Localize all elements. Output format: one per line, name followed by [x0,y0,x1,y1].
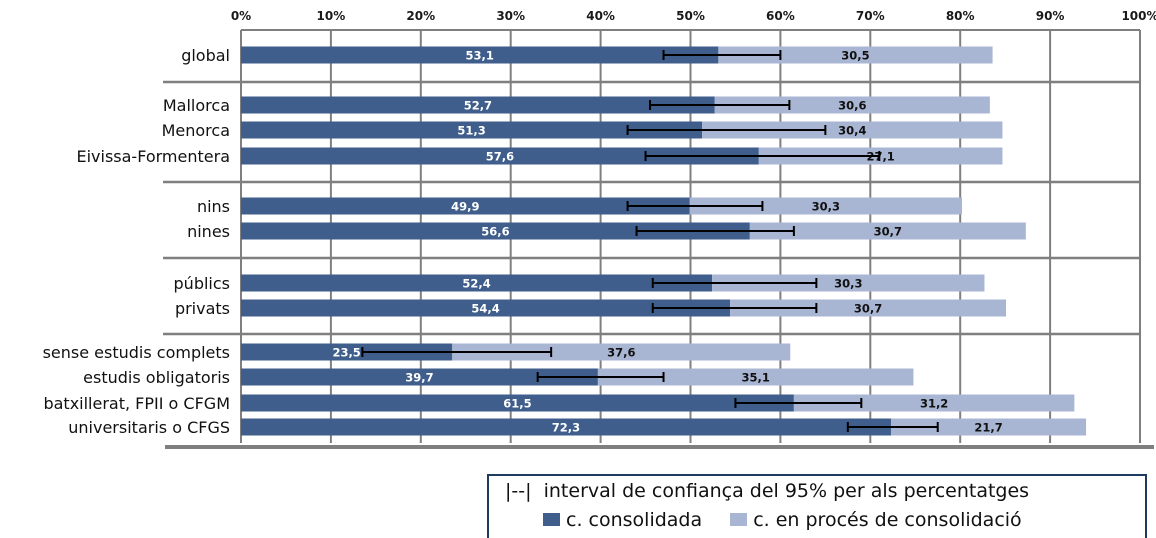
legend-swatch-consolidated [543,513,560,526]
legend-ci-text: interval de confiança del 95% per als pe… [543,480,1030,502]
bar-consolidated [241,368,598,386]
value-label-consolidated: 23,5 [332,346,360,360]
x-tick-label: 60% [766,9,795,23]
legend-swatch-in-process [730,513,748,526]
bar-in-process [749,222,1026,240]
value-label-consolidated: 52,4 [462,277,490,291]
bar-consolidated [241,96,715,114]
value-label-in-process: 31,2 [920,397,948,411]
category-label: públics [174,274,230,293]
x-tick-label: 80% [946,9,975,23]
category-labels: global Mallorca Menorca Eivissa-Formentera n… [43,46,230,437]
bar-in-process [702,121,1003,139]
bar-consolidated [241,299,731,317]
category-label: estudis obligatoris [83,368,230,387]
bar-in-process [712,274,985,292]
bar-in-process [689,197,962,215]
bar-consolidated [241,274,713,292]
bar-in-process [890,418,1087,436]
value-label-in-process: 30,5 [841,49,869,63]
bar-in-process [730,299,1007,317]
value-label-in-process: 30,7 [874,225,902,239]
value-label-in-process: 35,1 [741,371,769,385]
value-label-consolidated: 49,9 [451,200,479,214]
value-label-in-process: 27,1 [866,150,894,164]
x-tick-label: 20% [406,9,435,23]
value-label-consolidated: 51,3 [457,124,485,138]
category-label: nins [197,197,230,216]
bar-in-process [758,147,1003,165]
value-label-in-process: 30,3 [834,277,862,291]
category-label: sense estudis complets [43,343,230,362]
bar-in-process [714,96,990,114]
category-label: privats [175,299,230,318]
value-label-consolidated: 52,7 [464,99,492,113]
x-tick-label: 100% [1121,9,1156,23]
bar-in-process [793,394,1075,412]
legend-label-in-process: c. en procés de consolidació [753,509,1022,531]
value-label-in-process: 30,6 [838,99,866,113]
category-label: batxillerat, FPII o CFGM [43,394,230,413]
x-tick-label: 10% [317,9,346,23]
bar-consolidated [241,418,891,436]
value-label-in-process: 30,4 [838,124,866,138]
x-tick-label: 70% [856,9,885,23]
bar-consolidated [241,121,703,139]
category-label: global [181,46,230,65]
x-tick-label: 0% [231,9,251,23]
x-tick-label: 50% [676,9,705,23]
value-label-consolidated: 56,6 [481,225,509,239]
bar-in-process [452,343,791,361]
value-label-in-process: 30,7 [854,302,882,316]
bar-in-process [597,368,914,386]
legend-label-consolidated: c. consolidada [566,509,703,531]
x-axis-ticks: 0% 10% 20% 30% 40% 50% 60% 70% 80% 90% 100% [231,9,1156,23]
legend-ci: |--| interval de confiança del 95% per a… [505,480,1029,502]
bar-consolidated [241,343,453,361]
value-label-consolidated: 61,5 [503,397,531,411]
value-label-in-process: 37,6 [607,346,635,360]
legend-ci-symbol: |--| [505,480,532,502]
bar-consolidated [241,147,759,165]
category-label: Eivissa-Formentera [76,147,230,166]
x-tick-label: 40% [586,9,615,23]
category-label: nines [187,222,230,241]
legend: |--| interval de confiança del 95% per a… [487,474,1147,538]
x-tick-label: 30% [496,9,525,23]
bar-consolidated [241,394,794,412]
value-label-consolidated: 57,6 [486,150,514,164]
category-label: Mallorca [163,96,230,115]
value-label-in-process: 21,7 [974,421,1002,435]
bars: 53,1 30,5 52,7 30,6 51,3 30,4 57,6 27,1 49,9 30,3… [241,46,1087,436]
bar-in-process [718,46,993,64]
value-label-consolidated: 53,1 [465,49,493,63]
bar-consolidated [241,197,690,215]
bar-consolidated [241,46,719,64]
value-label-consolidated: 54,4 [471,302,499,316]
value-label-in-process: 30,3 [812,200,840,214]
bar-consolidated [241,222,750,240]
category-label: universitaris o CFGS [68,418,230,437]
value-label-consolidated: 39,7 [405,371,433,385]
value-label-consolidated: 72,3 [552,421,580,435]
stacked-bar-chart: 0% 10% 20% 30% 40% 50% 60% 70% 80% 90% 100% 53,1 30… [43,9,1156,449]
category-label: Menorca [162,121,230,140]
x-tick-label: 90% [1036,9,1065,23]
